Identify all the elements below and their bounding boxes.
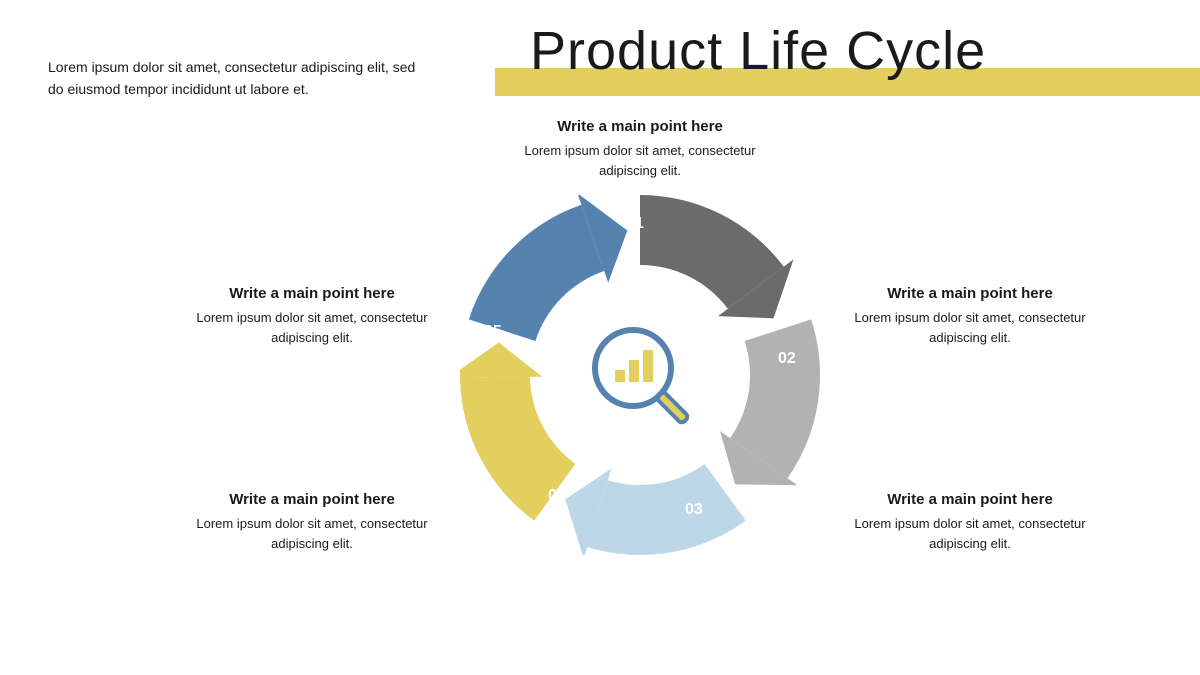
intro-paragraph: Lorem ipsum dolor sit amet, consectetur …: [48, 56, 428, 101]
point-3-body: Lorem ipsum dolor sit amet, consectetur …: [850, 514, 1090, 553]
point-1-body: Lorem ipsum dolor sit amet, consectetur …: [520, 141, 760, 180]
point-1: Write a main point here Lorem ipsum dolo…: [520, 118, 760, 180]
point-4: Write a main point here Lorem ipsum dolo…: [192, 491, 432, 553]
point-3-heading: Write a main point here: [850, 491, 1090, 508]
point-5-body: Lorem ipsum dolor sit amet, consectetur …: [192, 308, 432, 347]
point-2-heading: Write a main point here: [850, 285, 1090, 302]
segment-number-1: 01: [626, 215, 644, 233]
point-4-heading: Write a main point here: [192, 491, 432, 508]
segment-number-2: 02: [778, 350, 796, 368]
point-2-body: Lorem ipsum dolor sit amet, consectetur …: [850, 308, 1090, 347]
page-title: Product Life Cycle: [530, 20, 986, 82]
segment-number-5: 05: [484, 323, 502, 341]
point-4-body: Lorem ipsum dolor sit amet, consectetur …: [192, 514, 432, 553]
point-3: Write a main point here Lorem ipsum dolo…: [850, 491, 1090, 553]
point-5: Write a main point here Lorem ipsum dolo…: [192, 285, 432, 347]
point-5-heading: Write a main point here: [192, 285, 432, 302]
point-1-heading: Write a main point here: [520, 118, 760, 135]
segment-number-4: 04: [548, 487, 566, 505]
cycle-diagram: 01 02 03 04 05: [460, 195, 820, 555]
segment-number-3: 03: [685, 501, 703, 519]
point-2: Write a main point here Lorem ipsum dolo…: [850, 285, 1090, 347]
magnifier-chart-icon: [585, 320, 695, 430]
